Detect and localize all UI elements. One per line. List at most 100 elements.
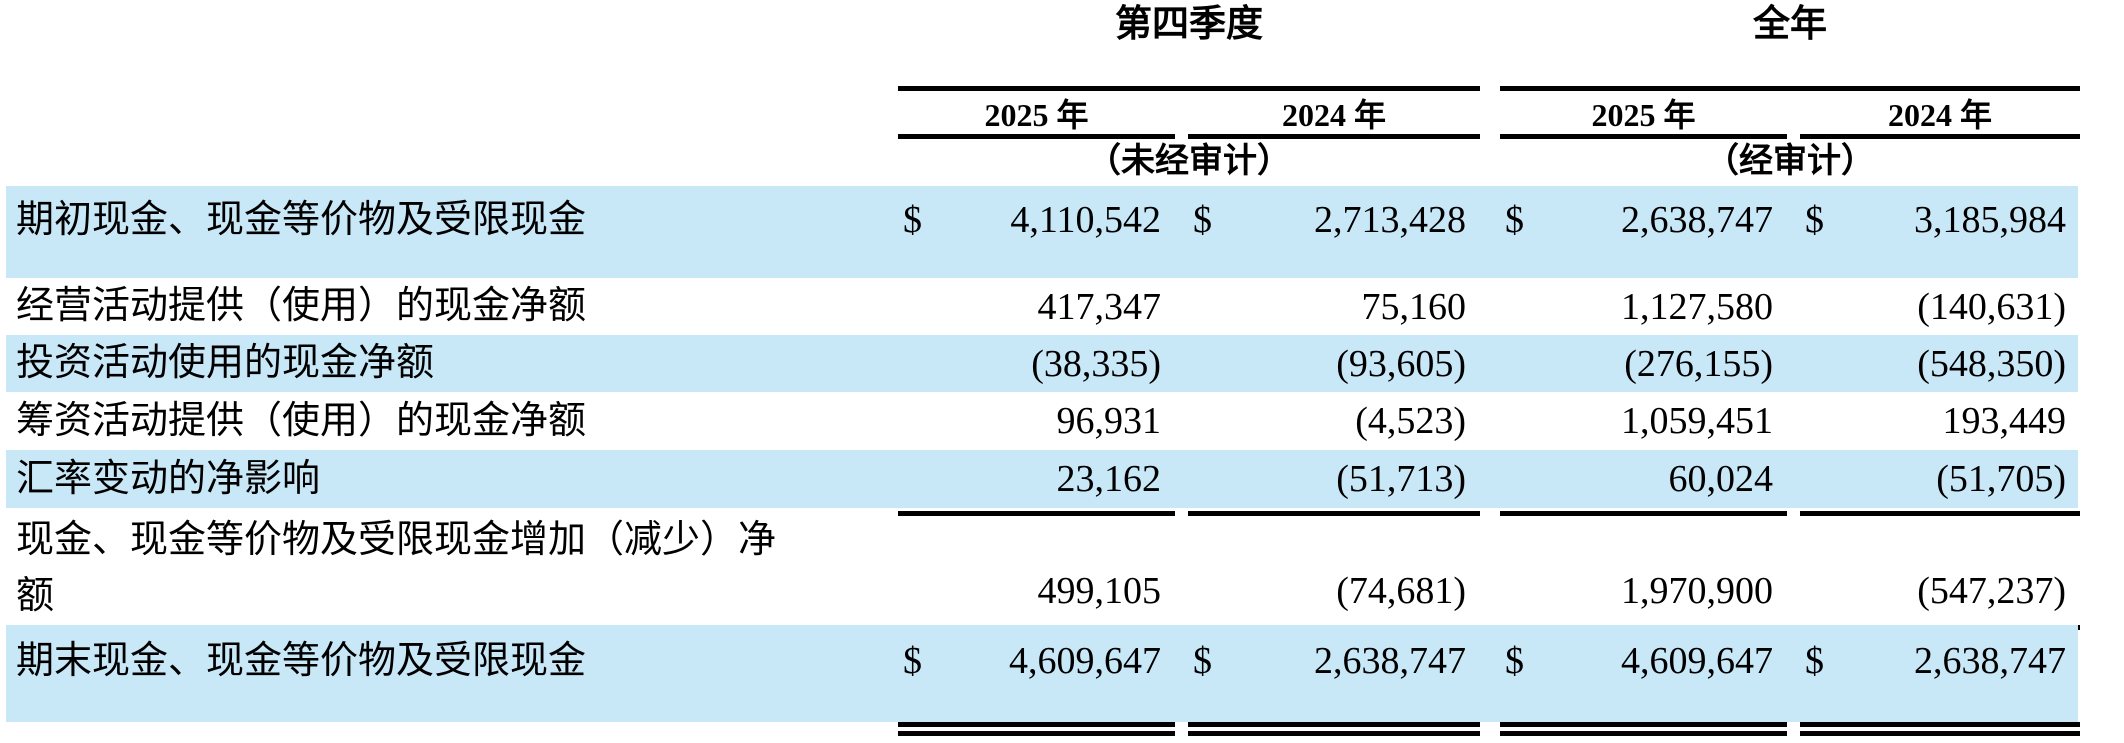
closing-double-rule [1800, 731, 2080, 736]
year-header-fy-2025: 2025 年 [1591, 97, 1696, 133]
cell-value: (51,705) [1936, 458, 2066, 500]
table-row: 投资活动使用的现金净额 (38,335) (93,605) (276,155) … [6, 335, 2078, 392]
row-label: 汇率变动的净影响 [16, 457, 321, 500]
subtotal-rule [1800, 511, 2080, 516]
cell-value: 4,609,647 [1009, 640, 1161, 682]
cell-fy-2025: 1,059,451 [1500, 392, 1787, 450]
group-top-rule [1500, 86, 2080, 91]
currency-symbol: $ [1805, 640, 1824, 682]
year-header-q4-2025: 2025 年 [984, 97, 1089, 133]
row-label: 筹资活动提供（使用）的现金净额 [16, 399, 587, 442]
cell-q4-2025: 499,105 [898, 508, 1175, 649]
table-row: 经营活动提供（使用）的现金净额 417,347 75,160 1,127,580… [6, 278, 2078, 335]
table-row: 期初现金、现金等价物及受限现金 $4,110,542 $2,713,428 $2… [6, 186, 2078, 278]
closing-double-rule [1188, 722, 1480, 727]
cell-fy-2024: (548,350) [1800, 335, 2080, 392]
cell-value: (4,523) [1355, 400, 1466, 442]
cell-q4-2024: (74,681) [1188, 508, 1480, 649]
cell-fy-2025: $2,638,747 [1500, 186, 1787, 290]
cell-value: (74,681) [1336, 569, 1466, 612]
cell-q4-2024: (51,713) [1188, 450, 1480, 508]
cell-fy-2024: (51,705) [1800, 450, 2080, 508]
cell-value: (548,350) [1917, 342, 2066, 385]
cell-value: 2,638,747 [1621, 199, 1773, 241]
cell-value: (547,237) [1917, 569, 2066, 612]
closing-double-rule [1500, 722, 1787, 727]
row-label: 经营活动提供（使用）的现金净额 [16, 285, 587, 328]
cell-value: 193,449 [1942, 400, 2067, 442]
column-rule [898, 134, 1175, 139]
closing-double-rule [1800, 722, 2080, 727]
cell-value: 23,162 [1056, 458, 1162, 500]
cell-value: (140,631) [1917, 285, 2066, 328]
currency-symbol: $ [1505, 640, 1524, 682]
cell-q4-2025: 23,162 [898, 450, 1175, 508]
cell-fy-2025: 1,970,900 [1500, 508, 1787, 649]
cell-fy-2025: (276,155) [1500, 335, 1787, 392]
cell-value: 60,024 [1668, 458, 1774, 500]
cell-fy-2024: (547,237) [1800, 508, 2080, 649]
row-label: 现金、现金等价物及受限现金增加（减少）净额 [16, 519, 777, 617]
cell-value: 2,638,747 [1914, 640, 2066, 682]
cell-value: 4,110,542 [1010, 199, 1161, 241]
cell-value: (93,605) [1336, 342, 1466, 385]
currency-symbol: $ [1805, 199, 1824, 241]
column-rule [1800, 134, 2080, 139]
cell-q4-2025: 96,931 [898, 392, 1175, 450]
cell-q4-2025: $4,609,647 [898, 625, 1175, 736]
cell-fy-2024: $3,185,984 [1800, 186, 2080, 290]
cell-q4-2025: $4,110,542 [898, 186, 1175, 290]
cell-value: 1,059,451 [1621, 400, 1773, 442]
cell-value: 1,970,900 [1621, 569, 1773, 612]
currency-symbol: $ [1193, 640, 1212, 682]
cell-fy-2024: $2,638,747 [1800, 625, 2080, 736]
cell-value: 1,127,580 [1621, 285, 1773, 328]
year-header-q4-2024: 2024 年 [1281, 97, 1386, 133]
year-header-fy-2024: 2024 年 [1887, 97, 1992, 133]
cell-value: (38,335) [1031, 342, 1161, 385]
audit-note-audited: （经审计） [1705, 143, 1875, 180]
table-row: 筹资活动提供（使用）的现金净额 96,931 (4,523) 1,059,451… [6, 392, 2078, 450]
cell-q4-2025: (38,335) [898, 335, 1175, 392]
cell-q4-2025: 417,347 [898, 278, 1175, 335]
subtotal-rule [1188, 511, 1480, 516]
cell-value: (51,713) [1336, 458, 1466, 500]
currency-symbol: $ [1505, 199, 1524, 241]
cell-value: 499,105 [1037, 569, 1162, 612]
cell-value: (276,155) [1624, 342, 1773, 385]
column-group-header-full-year: 全年 [1753, 4, 1827, 45]
cell-value: 2,713,428 [1314, 199, 1466, 241]
closing-double-rule [898, 722, 1175, 727]
closing-double-rule [1188, 731, 1480, 736]
row-label: 期末现金、现金等价物及受限现金 [16, 640, 587, 682]
cell-fy-2025: $4,609,647 [1500, 625, 1787, 736]
column-rule [1500, 134, 1787, 139]
cell-value: 417,347 [1037, 285, 1162, 328]
cell-value: 96,931 [1056, 400, 1162, 442]
table-row: 汇率变动的净影响 23,162 (51,713) 60,024 (51,705) [6, 450, 2078, 508]
subtotal-rule [898, 511, 1175, 516]
table-row: 现金、现金等价物及受限现金增加（减少）净额 499,105 (74,681) 1… [6, 508, 2078, 625]
cell-q4-2024: 75,160 [1188, 278, 1480, 335]
cell-fy-2025: 1,127,580 [1500, 278, 1787, 335]
closing-double-rule [898, 731, 1175, 736]
closing-double-rule [1500, 731, 1787, 736]
column-rule [1188, 134, 1480, 139]
cell-value: 3,185,984 [1914, 199, 2066, 241]
cell-q4-2024: (4,523) [1188, 392, 1480, 450]
currency-symbol: $ [903, 199, 922, 241]
cell-fy-2024: (140,631) [1800, 278, 2080, 335]
cell-q4-2024: $2,638,747 [1188, 625, 1480, 736]
cell-q4-2024: $2,713,428 [1188, 186, 1480, 290]
cell-value: 4,609,647 [1621, 640, 1773, 682]
cell-value: 75,160 [1361, 285, 1467, 328]
currency-symbol: $ [903, 640, 922, 682]
row-label: 期初现金、现金等价物及受限现金 [16, 199, 587, 241]
subtotal-rule [1500, 511, 1787, 516]
cell-fy-2025: 60,024 [1500, 450, 1787, 508]
row-label: 投资活动使用的现金净额 [16, 342, 435, 385]
cell-fy-2024: 193,449 [1800, 392, 2080, 450]
column-group-header-q4: 第四季度 [1115, 4, 1263, 45]
currency-symbol: $ [1193, 199, 1212, 241]
